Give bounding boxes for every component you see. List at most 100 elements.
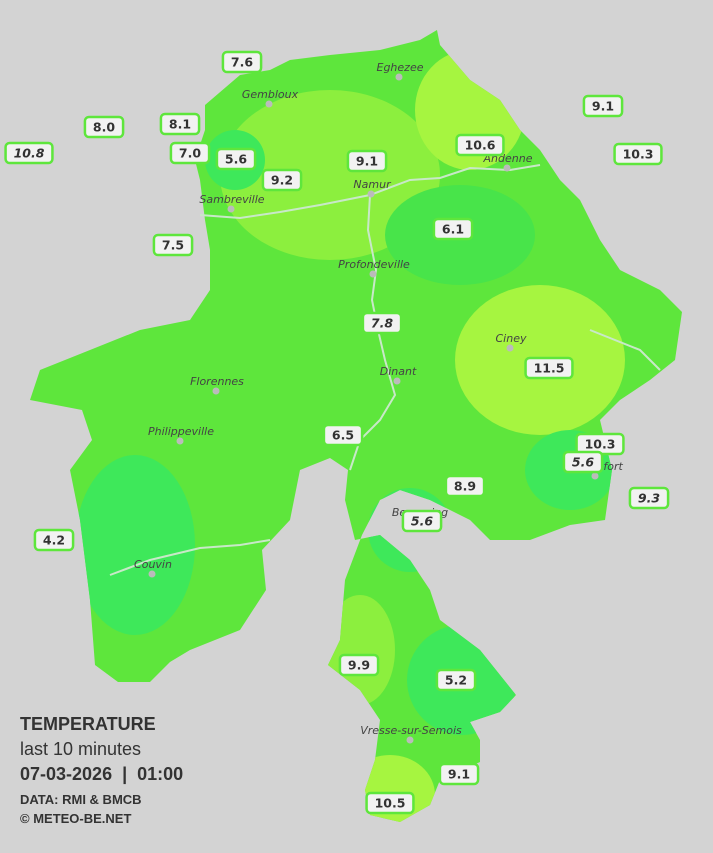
station: 7.8 — [361, 311, 403, 335]
town-label: Gembloux — [242, 88, 299, 101]
station: 9.1 — [438, 762, 480, 786]
station-box — [444, 474, 486, 498]
town-dot — [406, 736, 414, 744]
town-dot — [148, 570, 156, 578]
station-box — [322, 423, 364, 447]
town-label: Eghezee — [377, 61, 424, 74]
legend-credit: © METEO-BE.NET — [20, 811, 131, 826]
station-box — [169, 141, 211, 165]
station: 7.5 — [152, 233, 194, 257]
town-dot — [367, 190, 375, 198]
legend-title: TEMPERATURE — [20, 714, 156, 734]
station: 5.2 — [435, 668, 477, 692]
town-dot — [591, 472, 599, 480]
station-box — [4, 141, 54, 165]
station-box — [613, 142, 663, 166]
station-box — [365, 791, 415, 815]
station: 9.9 — [338, 653, 380, 677]
station: 5.6 — [562, 450, 604, 474]
station-box — [338, 653, 380, 677]
stations: 7.6 8.0 10.8 8.1 7.0 5.6 9.2 9.1 10.6 9.1 10.3 6.1 7… — [4, 50, 670, 815]
station-value: 5.6 — [225, 152, 247, 167]
town-label: Couvin — [134, 558, 172, 571]
station-box — [361, 311, 403, 335]
town-label: Philippeville — [148, 425, 214, 438]
station: 4.2 — [33, 528, 75, 552]
station-value: 5.2 — [445, 673, 467, 688]
station-value: 9.1 — [356, 154, 378, 169]
station-value: 9.3 — [638, 491, 660, 506]
town-dot — [395, 73, 403, 81]
station-value: 5.6 — [572, 455, 594, 470]
station-value: 4.2 — [43, 533, 65, 548]
station-box — [562, 450, 604, 474]
station-value: 8.0 — [93, 120, 115, 135]
station-value: 10.6 — [465, 138, 496, 153]
station: 8.0 — [83, 115, 125, 139]
legend-datetime: 07-03-2026 | 01:00 — [20, 764, 183, 784]
station: 6.1 — [432, 217, 474, 241]
station-value: 9.1 — [592, 99, 614, 114]
station-value: 9.9 — [348, 658, 370, 673]
town-label: Dinant — [380, 365, 417, 378]
station-box — [346, 149, 388, 173]
rivers — [109, 164, 661, 576]
station-value: 7.5 — [162, 238, 184, 253]
station-value: 7.6 — [231, 55, 253, 70]
station-box — [401, 509, 443, 533]
legend-subtitle: last 10 minutes — [20, 739, 141, 759]
station-box — [33, 528, 75, 552]
station: 6.5 — [322, 423, 364, 447]
station-value: 6.5 — [332, 428, 354, 443]
station-value: 10.3 — [623, 147, 654, 162]
station-value: 7.0 — [179, 146, 201, 161]
station-value: 8.1 — [169, 117, 191, 132]
town-dot — [506, 344, 514, 352]
town-dot — [393, 377, 401, 385]
station-box — [159, 112, 201, 136]
station-value: 9.1 — [448, 767, 470, 782]
station: 9.3 — [628, 486, 670, 510]
station: 10.5 — [365, 791, 415, 815]
town-label: Sambreville — [199, 193, 264, 206]
station: 9.2 — [261, 168, 303, 192]
town-label: Ciney — [496, 332, 527, 345]
town-label: Vresse-sur-Semois — [360, 724, 462, 737]
station-box — [582, 94, 624, 118]
station: 8.1 — [159, 112, 201, 136]
station-box — [438, 762, 480, 786]
station-box — [215, 147, 257, 171]
station: 10.3 — [613, 142, 663, 166]
town-dot — [265, 100, 273, 108]
station-box — [261, 168, 303, 192]
station: 10.8 — [4, 141, 54, 165]
town-dot — [369, 270, 377, 278]
station: 7.0 — [169, 141, 211, 165]
station-value: 8.9 — [454, 479, 476, 494]
legend-source: DATA: RMI & BMCB — [20, 792, 142, 807]
station: 7.6 — [221, 50, 263, 74]
station: 9.1 — [582, 94, 624, 118]
station-value: 7.8 — [371, 316, 393, 331]
station-value: 10.8 — [14, 146, 45, 161]
station-box — [628, 486, 670, 510]
station-value: 9.2 — [271, 173, 293, 188]
town-dot — [176, 437, 184, 445]
station-value: 6.1 — [442, 222, 464, 237]
station-box — [221, 50, 263, 74]
town-dot — [212, 387, 220, 395]
town-dot — [227, 205, 235, 213]
town-label: Florennes — [190, 375, 244, 388]
station-value: 10.5 — [375, 796, 406, 811]
station-box — [455, 133, 505, 157]
station: 11.5 — [524, 356, 574, 380]
town-dot — [503, 164, 511, 172]
station-box — [524, 356, 574, 380]
station-box — [435, 668, 477, 692]
town-label: Namur — [353, 178, 392, 191]
town-label: Profondeville — [338, 258, 410, 271]
station-value: 11.5 — [534, 361, 565, 376]
station-value: 5.6 — [411, 514, 433, 529]
